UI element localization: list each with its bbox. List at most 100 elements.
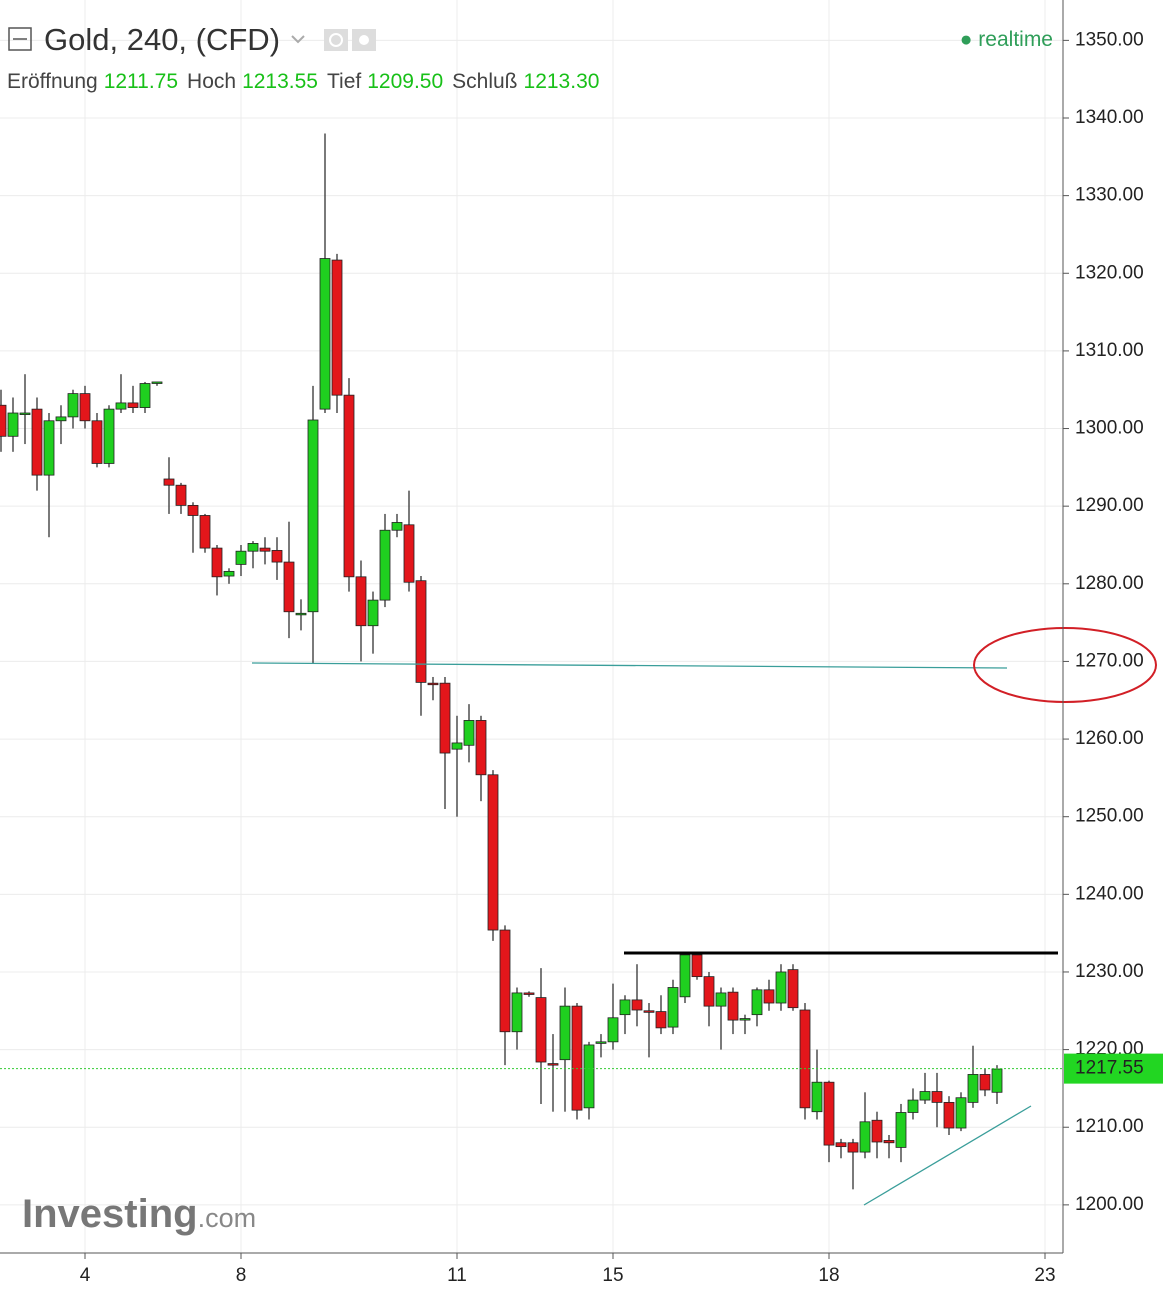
candle-body [127,402,139,408]
candle-body [175,484,187,506]
candle-body [31,408,43,476]
candle-body [283,561,295,613]
candle-body [679,954,691,998]
candle-body [739,1018,751,1021]
candle-body [319,258,331,410]
y-tick-label: 1200.00 [1075,1194,1144,1215]
candle-body [715,992,727,1007]
candle-body [787,969,799,1009]
candle-body [55,416,67,422]
candle-body [451,742,463,750]
watermark-suffix: .com [197,1203,257,1233]
candle-body [631,999,643,1011]
candle-body [535,997,547,1063]
candle-body [907,1099,919,1113]
candle-body [979,1074,991,1091]
candles [0,133,1003,1190]
candle-body [475,720,487,776]
candle-body [463,720,475,746]
candle-body [91,420,103,464]
candle-body [727,991,739,1021]
candle-body [79,393,91,422]
field-name: Schluß [452,70,518,93]
candle-body [199,515,211,549]
x-tick-label: 4 [80,1265,91,1286]
candle-body [115,402,127,410]
candle-body [943,1101,955,1129]
field-value: 1213.30 [523,70,600,93]
y-tick-label: 1340.00 [1075,107,1144,128]
last-price-box [1064,1053,1163,1084]
candle-body [151,381,163,384]
candle-body [235,550,247,565]
candle-body [895,1112,907,1148]
candle-body [559,1005,571,1061]
candle-body [307,419,319,613]
x-tick-label: 18 [818,1265,839,1286]
field-name: Hoch [187,70,237,93]
candle-body [19,412,31,415]
candle-body [811,1081,823,1113]
candle-body [187,504,199,516]
status-text: realtime [978,28,1053,51]
candle-body [703,976,715,1007]
candle-body [331,259,343,396]
candle-body [259,547,271,552]
candle-body [499,929,511,1033]
candle-body [271,550,283,563]
candle-body [295,612,307,616]
candle-body [211,547,223,578]
candle-body [799,1009,811,1109]
highlight-ellipse [973,627,1157,703]
y-tick-label: 1290.00 [1075,495,1144,516]
candle-body [763,989,775,1004]
candle-body [955,1097,967,1129]
candle-body [43,420,55,476]
y-tick-label: 1260.00 [1075,728,1144,749]
candle-body [991,1068,1003,1093]
y-tick-label: 1310.00 [1075,340,1144,361]
candle-body [247,543,259,552]
header-icons[interactable] [288,27,378,53]
x-tick-label: 23 [1034,1265,1055,1286]
candle-body [775,971,787,1004]
y-tick-label: 1320.00 [1075,262,1144,283]
candle-body [847,1142,859,1153]
candle-body [511,992,523,1033]
field-value: 1211.75 [103,70,179,93]
collapse-icon[interactable] [8,27,34,53]
trend-line [863,1105,1032,1206]
grid [0,0,1063,1253]
candle-body [355,576,367,627]
candle-body [871,1119,883,1143]
candle-body [0,404,7,437]
candle-body [163,478,175,486]
candle-body [571,1005,583,1111]
field-name: Tief [327,70,362,93]
field-name: Eröffnung [7,70,98,93]
symbol-header: Gold, 240, (CFD) [8,22,378,58]
candle-body [523,992,535,995]
y-tick-label: 1300.00 [1075,418,1144,439]
ohlc-fields: Eröffnung 1211.75 Hoch 1213.55 Tief 1209.50 Sc… [7,70,608,94]
candle-body [415,580,427,683]
x-tick-label: 8 [236,1265,247,1286]
candle-body [7,412,19,437]
candle-body [595,1041,607,1044]
x-tick-label: 15 [602,1265,623,1286]
candle-body [751,989,763,1016]
symbol-title: Gold, 240, (CFD) [44,22,281,57]
candle-body [655,1011,667,1029]
candle-body [379,529,391,601]
y-tick-label: 1280.00 [1075,573,1144,594]
x-tick-label: 11 [447,1265,467,1286]
y-tick-label: 1270.00 [1075,650,1144,671]
candle-body [859,1121,871,1153]
candle-body [883,1140,895,1144]
candle-body [931,1091,943,1103]
candle-body [691,954,703,978]
status: ● realtime [959,28,1053,51]
field-value: 1209.50 [367,70,444,93]
candle-body [391,522,403,531]
